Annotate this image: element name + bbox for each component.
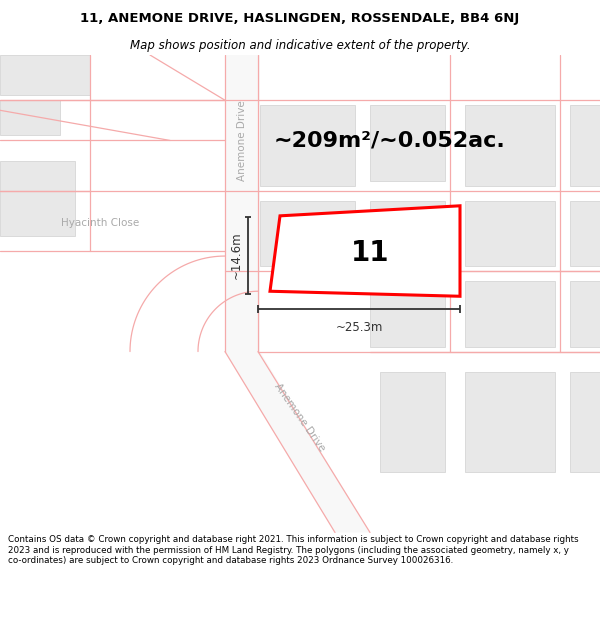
Bar [465,372,555,472]
Polygon shape [225,351,370,532]
Bar [370,281,445,346]
Bar [380,372,445,472]
Bar [570,105,600,186]
Polygon shape [225,55,260,351]
Bar [465,281,555,346]
Text: Contains OS data © Crown copyright and database right 2021. This information is : Contains OS data © Crown copyright and d… [8,535,578,565]
Bar [260,201,355,266]
Bar [570,281,600,346]
Bar [570,372,600,472]
Bar [0,55,90,95]
Text: 11, ANEMONE DRIVE, HASLINGDEN, ROSSENDALE, BB4 6NJ: 11, ANEMONE DRIVE, HASLINGDEN, ROSSENDAL… [80,12,520,25]
Bar [370,201,445,266]
Text: Anemone Drive: Anemone Drive [273,381,327,453]
Text: ~25.3m: ~25.3m [335,321,383,334]
Bar [0,100,60,136]
Polygon shape [270,206,460,296]
Bar [465,201,555,266]
Text: Map shows position and indicative extent of the property.: Map shows position and indicative extent… [130,39,470,51]
Bar [0,161,75,236]
Text: 11: 11 [351,239,389,267]
Text: ~209m²/~0.052ac.: ~209m²/~0.052ac. [274,131,506,151]
Bar [370,105,445,181]
Bar [465,105,555,186]
Bar [570,201,600,266]
Bar [260,105,355,186]
Text: Anemone Drive: Anemone Drive [237,100,247,181]
Text: Hyacinth Close: Hyacinth Close [61,218,139,228]
Text: ~14.6m: ~14.6m [229,232,242,279]
